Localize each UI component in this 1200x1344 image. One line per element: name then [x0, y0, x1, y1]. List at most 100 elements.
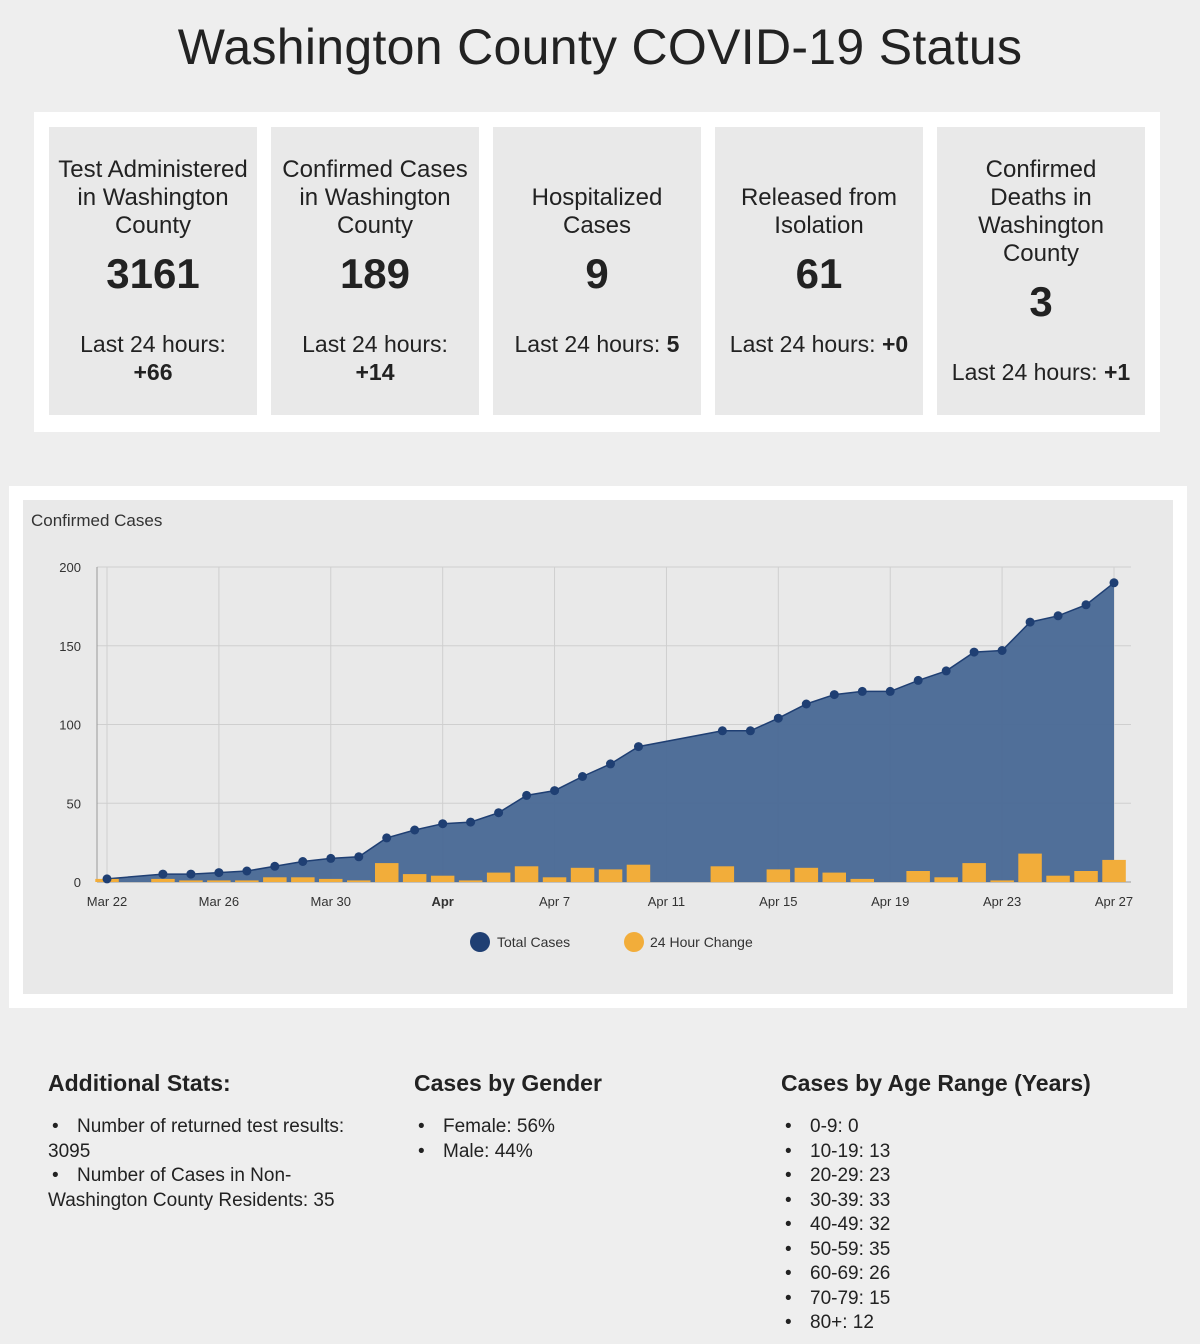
change-bar	[486, 872, 511, 882]
legend-24h-change-label: 24 Hour Change	[650, 934, 753, 950]
chart-frame: Confirmed Cases 0 50 100 150 200 Mar 22 Mar 26 M…	[9, 486, 1187, 1008]
total-cases-point	[270, 861, 280, 871]
total-cases-point	[606, 759, 615, 769]
x-tick-label: Apr 15	[759, 894, 797, 909]
change-bar	[319, 878, 343, 882]
card-confirmed-label: Confirmed Cases in Washington County	[282, 156, 468, 239]
chart-title: Confirmed Cases	[31, 511, 162, 530]
list-item: • 30-39: 33	[785, 1189, 891, 1211]
x-tick-label: Apr 23	[983, 894, 1021, 909]
total-cases-point	[578, 772, 587, 781]
page-title: Washington County COVID-19 Status	[177, 19, 1023, 75]
total-cases-point	[773, 713, 783, 723]
total-cases-point	[857, 686, 867, 696]
list-item: • 70-79: 15	[785, 1287, 891, 1309]
card-deaths-label: Confirmed Deaths in Washington County	[978, 156, 1104, 267]
total-cases-point	[885, 686, 895, 696]
card-tests-label: Test Administered in Washington County	[58, 156, 248, 239]
change-bar	[1018, 853, 1042, 882]
list-item: • 50-59: 35	[785, 1238, 891, 1260]
total-cases-point	[410, 825, 420, 835]
change-bar	[1046, 875, 1070, 882]
card-hospitalized-change: Last 24 hours: 5	[514, 331, 680, 357]
additional-stats-list: • Number of returned test results: 3095 •…	[48, 1115, 388, 1213]
card-hospitalized-value: 9	[585, 250, 609, 297]
change-bar	[710, 866, 735, 883]
change-bar	[570, 867, 595, 882]
total-cases-point	[438, 819, 448, 829]
legend-total-cases-label: Total Cases	[497, 934, 570, 950]
x-tick-label: Mar 30	[311, 894, 351, 909]
total-cases-point	[829, 690, 839, 700]
total-cases-point	[913, 675, 923, 685]
total-cases-point	[214, 868, 224, 878]
total-cases-point	[634, 742, 643, 752]
change-bar	[990, 880, 1014, 882]
change-bar	[375, 863, 399, 882]
confirmed-cases-chart: Confirmed Cases 0 50 100 150 200 Mar 22 Mar 26 M…	[31, 511, 1133, 952]
list-item: • 60-69: 26	[785, 1263, 891, 1284]
total-cases-point	[102, 874, 112, 884]
change-bar	[291, 877, 315, 882]
card-released-label: Released from Isolation	[740, 184, 898, 239]
list-item: • Number of returned test results: 3095	[48, 1116, 345, 1162]
total-cases-point	[158, 869, 168, 879]
change-bar	[906, 871, 930, 882]
total-cases-point	[298, 857, 308, 866]
card-released-value: 61	[795, 250, 843, 297]
change-bar	[962, 863, 986, 882]
age-list: • 0-9: 0 • 10-19: 13 • 20-29: 23 • 30-39: 33…	[781, 1115, 1161, 1336]
card-released: Released from Isolation 61 Last 24 hours…	[715, 127, 923, 415]
total-cases-line	[106, 582, 1115, 880]
y-tick-label: 150	[59, 639, 81, 654]
y-tick-label: 50	[67, 796, 81, 811]
gender-list: • Female: 56% • Male: 44%	[414, 1115, 744, 1164]
y-tick-label: 200	[59, 560, 81, 575]
change-bar	[207, 880, 231, 882]
change-bar	[626, 864, 651, 882]
change-bar	[542, 877, 567, 882]
change-bar	[458, 880, 483, 882]
total-cases-point	[242, 866, 252, 876]
gender-heading: Cases by Gender	[414, 1070, 602, 1096]
chart-panel: Confirmed Cases 0 50 100 150 200 Mar 22 Mar 26 M…	[23, 500, 1173, 994]
change-bar	[430, 875, 455, 882]
change-bar	[235, 880, 259, 882]
card-deaths-change: Last 24 hours: +1	[951, 359, 1131, 385]
y-tick-label: 0	[74, 875, 81, 890]
card-tests-value: 3161	[106, 250, 200, 297]
total-cases-point	[466, 817, 476, 827]
change-bar	[766, 869, 791, 882]
card-tests-change: Last 24 hours: +66	[80, 331, 226, 385]
total-cases-point	[997, 646, 1007, 655]
change-bar	[514, 866, 539, 883]
list-item: • Female: 56%	[418, 1116, 555, 1137]
card-confirmed-change: Last 24 hours: +14	[302, 331, 448, 385]
additional-stats: Additional Stats: • Number of returned te…	[48, 1070, 388, 1213]
summary-cards: Test Administered in Washington County 3…	[34, 112, 1160, 432]
total-cases-point	[1053, 611, 1063, 621]
card-released-change: Last 24 hours: +0	[729, 331, 909, 357]
list-item: • Number of Cases in Non-Washington Count…	[48, 1165, 335, 1211]
cases-by-gender: Cases by Gender • Female: 56% • Male: 44%	[414, 1070, 744, 1164]
change-bar	[1074, 871, 1098, 882]
list-item: • 10-19: 13	[785, 1140, 891, 1162]
total-cases-area	[107, 582, 1114, 882]
change-bar	[347, 880, 371, 882]
change-bar	[263, 877, 287, 882]
change-bar	[822, 872, 846, 882]
card-confirmed-value: 189	[339, 250, 411, 297]
change-bar	[934, 877, 958, 882]
change-bar	[1102, 859, 1126, 882]
card-hospitalized-label: Hospitalized Cases	[531, 184, 663, 239]
card-hospitalized: Hospitalized Cases 9 Last 24 hours: 5	[493, 127, 701, 415]
list-item: • 0-9: 0	[785, 1116, 859, 1137]
additional-stats-heading: Additional Stats:	[48, 1070, 231, 1096]
total-cases-point	[969, 647, 979, 657]
age-heading: Cases by Age Range (Years)	[781, 1070, 1091, 1096]
list-item: • 40-49: 32	[785, 1214, 891, 1235]
total-cases-point	[1081, 600, 1091, 610]
legend-total-cases-swatch	[470, 932, 490, 952]
total-cases-point	[326, 853, 336, 863]
total-cases-point	[550, 786, 560, 796]
